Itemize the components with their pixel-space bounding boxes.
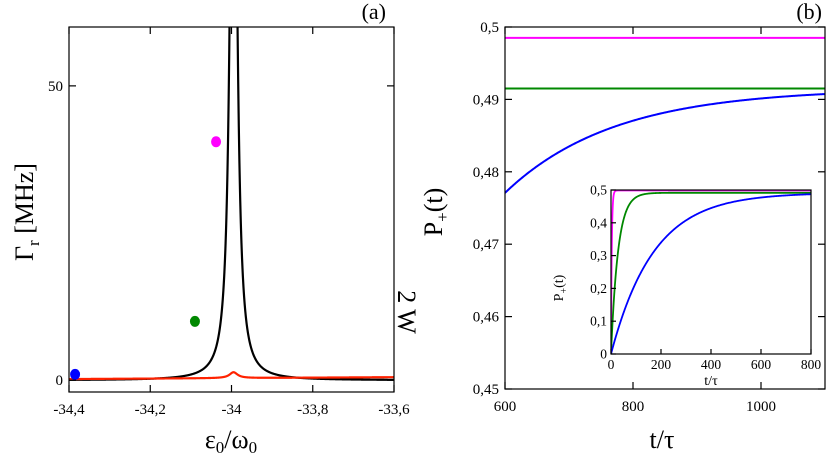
panel-a: -34,4 -34,2 -34 -33,8 -33,6 0 50 (a) ε0/ω0 Γr … xyxy=(10,0,421,454)
inset-ytick-label: 0,1 xyxy=(590,314,607,329)
inset: 0 200 400 600 800 0 0,1 0,2 0,3 0,4 0,5 t/τ P+(t) xyxy=(552,183,821,390)
inset-series-blue xyxy=(611,193,811,354)
panel-a-xtick-label: -33,6 xyxy=(378,402,410,418)
panel-a-xtick-label: -34,4 xyxy=(53,402,85,418)
panel-a-curves xyxy=(69,27,394,381)
panel-b-frame xyxy=(504,26,826,390)
inset-xtick-label: 800 xyxy=(801,357,822,372)
panel-a-xtick-label: -34 xyxy=(222,402,242,418)
panel-a-right-ylabel: 2 W xyxy=(392,290,421,334)
inset-xtick-label: 600 xyxy=(751,357,772,372)
inset-xtick-label: 0 xyxy=(608,357,615,372)
panel-b-ticks: 600 800 1000 0,45 0,46 0,47 0,48 0,49 0,5 xyxy=(473,20,825,415)
inset-ytick-label: 0 xyxy=(600,347,607,362)
panel-b-ytick-label: 0,47 xyxy=(473,237,500,253)
panel-b-ytick-label: 0,46 xyxy=(473,310,500,326)
panel-b-ytick-label: 0,48 xyxy=(473,165,499,181)
panel-b-xtick-label: 600 xyxy=(494,399,517,415)
inset-ytick-label: 0,2 xyxy=(590,281,607,296)
panel-b-ytick-label: 0,45 xyxy=(473,382,499,398)
inset-xtick-label: 200 xyxy=(651,357,672,372)
panel-a-xtick-label: -33,8 xyxy=(297,402,328,418)
panel-b-series-blue xyxy=(505,93,825,194)
panel-b-xlabel: t/τ xyxy=(650,425,675,454)
inset-ytick-label: 0,3 xyxy=(590,248,607,263)
panel-b-ylabel: P+(t) xyxy=(419,188,452,237)
marker-green xyxy=(189,315,200,327)
panel-a-series-2W xyxy=(69,371,394,381)
inset-ticks: 0 200 400 600 800 0 0,1 0,2 0,3 0,4 0,5 xyxy=(590,183,821,373)
panel-a-series-Γr xyxy=(69,27,394,381)
panel-b-label: (b) xyxy=(796,0,822,24)
panel-a-xtick-label: -34,2 xyxy=(135,402,166,418)
panel-a-label: (a) xyxy=(362,0,386,24)
marker-blue xyxy=(70,368,81,380)
marker-magenta xyxy=(211,136,222,148)
inset-ytick-label: 0,4 xyxy=(590,215,607,230)
panel-a-ytick-label: 0 xyxy=(56,373,64,389)
inset-ylabel: P+(t) xyxy=(552,274,570,301)
inset-xtick-label: 400 xyxy=(701,357,722,372)
panel-b: 600 800 1000 0,45 0,46 0,47 0,48 0,49 0,5 (b) t/… xyxy=(419,0,826,454)
panel-b-ytick-label: 0,49 xyxy=(473,92,499,108)
panel-b-ytick-label: 0,5 xyxy=(480,20,499,36)
inset-series-green xyxy=(611,191,811,354)
panel-a-ytick-label: 50 xyxy=(48,79,63,95)
panel-a-ylabel: Γr [MHz] xyxy=(10,163,43,261)
inset-xlabel: t/τ xyxy=(704,374,718,389)
inset-background xyxy=(611,190,811,354)
panel-b-xtick-label: 1000 xyxy=(746,399,776,415)
panel-b-xtick-label: 800 xyxy=(622,399,645,415)
panel-b-curves xyxy=(505,36,825,194)
panel-a-frame xyxy=(68,26,395,393)
panel-a-markers xyxy=(70,136,222,380)
inset-ytick-label: 0,5 xyxy=(590,183,607,198)
panel-a-ticks: -34,4 -34,2 -34 -33,8 -33,6 0 50 xyxy=(48,27,410,418)
panel-a-xlabel: ε0/ω0 xyxy=(205,425,257,454)
